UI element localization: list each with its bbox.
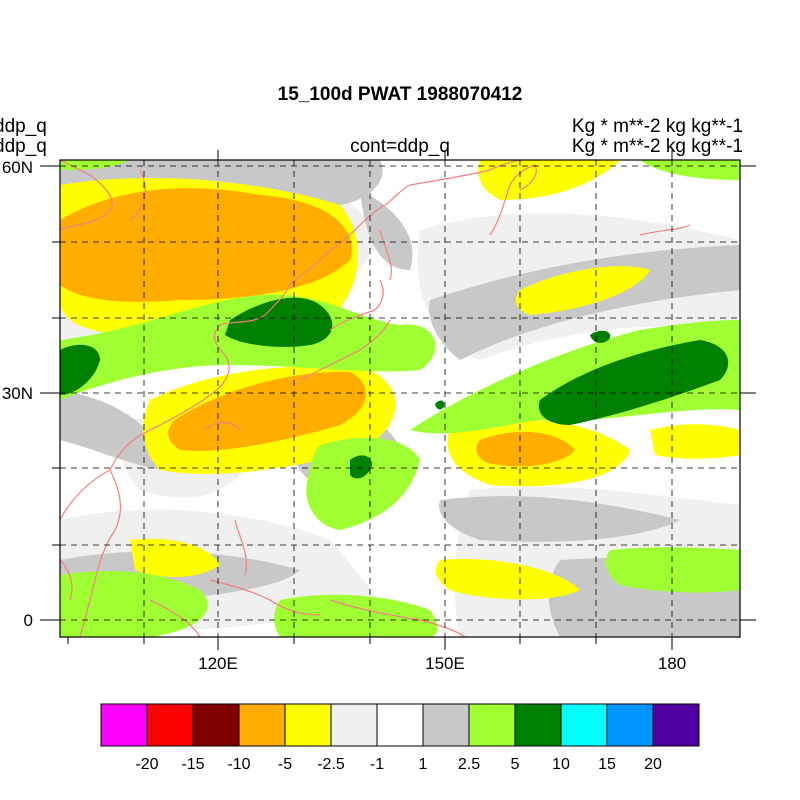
shaded-field xyxy=(60,160,740,637)
colorbar-swatches xyxy=(100,703,700,747)
colorbar-label: -5 xyxy=(277,756,293,773)
colorbar-label: -1 xyxy=(369,756,385,773)
units-label-1: Kg * m**-2 kg kg**-1 xyxy=(571,116,743,137)
left-label-1: ddp_q xyxy=(0,116,47,137)
units-label-2: Kg * m**-2 kg kg**-1 xyxy=(571,136,743,157)
colorbar-label: -20 xyxy=(135,756,159,773)
colorbar-label: -2.5 xyxy=(317,756,345,773)
x-tick-180: 180 xyxy=(657,654,687,673)
colorbar-label: 15 xyxy=(598,756,616,773)
colorbar-label: -15 xyxy=(181,756,205,773)
colorbar-label: -10 xyxy=(227,756,251,773)
colorbar-swatch xyxy=(652,703,700,747)
colorbar-swatch xyxy=(606,703,654,747)
colorbar-swatch xyxy=(422,703,470,747)
colorbar-label: 2.5 xyxy=(457,756,481,773)
coastlines xyxy=(60,160,691,637)
colorbar-swatch xyxy=(192,703,240,747)
x-tick-150e: 150E xyxy=(425,654,465,673)
colorbar-label: 20 xyxy=(644,756,662,773)
colorbar-swatch xyxy=(146,703,194,747)
colorbar-label: 10 xyxy=(552,756,570,773)
left-label-2: ddp_q xyxy=(0,136,47,157)
contour-label: cont=ddp_q xyxy=(350,136,450,157)
plot-frame xyxy=(59,159,741,638)
x-tick-120e: 120E xyxy=(198,654,238,673)
y-tick-0: 0 xyxy=(23,611,33,630)
colorbar-swatch xyxy=(514,703,562,747)
grid-lines xyxy=(60,160,740,637)
plot-title: 15_100d PWAT 1988070412 xyxy=(277,84,523,105)
colorbar-label: 5 xyxy=(510,756,520,773)
colorbar-swatch xyxy=(560,703,608,747)
colorbar-swatch xyxy=(284,703,332,747)
colorbar-swatch xyxy=(468,703,516,747)
y-tick-60n: 60N xyxy=(1,158,33,177)
colorbar-swatch xyxy=(376,703,424,747)
colorbar-swatch xyxy=(100,703,148,747)
tick-marks xyxy=(40,150,756,650)
colorbar-swatch xyxy=(238,703,286,747)
colorbar-label: 1 xyxy=(418,756,428,773)
colorbar-swatch xyxy=(330,703,378,747)
y-tick-30n: 30N xyxy=(1,384,33,403)
major-grid-lines xyxy=(60,165,740,621)
colorbar: -20 -15 -10 -5 -2.5 -1 1 2.5 5 10 15 20 xyxy=(0,700,800,790)
